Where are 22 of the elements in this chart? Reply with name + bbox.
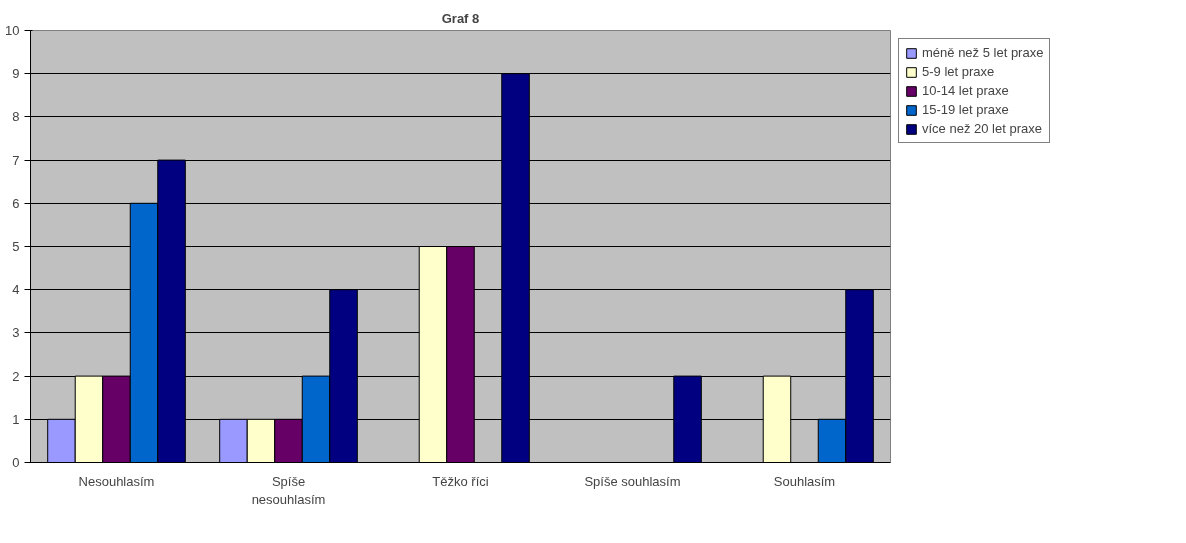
y-tick-label: 1 xyxy=(12,411,20,427)
legend-label: méně než 5 let praxe xyxy=(922,45,1044,60)
x-tick-label: Nesouhlasím xyxy=(78,473,155,489)
chart-title: Graf 8 xyxy=(441,10,480,26)
legend-label: 10-14 let praxe xyxy=(922,83,1009,98)
x-tick-label: Spíše nesouhlasím xyxy=(251,473,326,507)
legend-label: 15-19 let praxe xyxy=(922,102,1009,117)
x-tick-label: Těžko říci xyxy=(432,473,489,489)
y-tick-label: 6 xyxy=(12,195,20,211)
y-tick-label: 3 xyxy=(12,325,20,341)
y-tick-label: 7 xyxy=(12,152,20,168)
y-tick-label: 10 xyxy=(5,23,20,38)
x-tick-label: Spíše souhlasím xyxy=(584,473,681,489)
y-tick-label: 0 xyxy=(12,455,20,470)
y-tick-label: 2 xyxy=(12,368,20,384)
y-tick-label: 4 xyxy=(12,282,20,298)
legend-label: 5-9 let praxe xyxy=(922,64,995,79)
y-tick-label: 5 xyxy=(12,239,20,254)
y-tick-label: 8 xyxy=(12,109,20,125)
x-tick-label: Souhlasím xyxy=(773,473,836,489)
y-tick-label: 9 xyxy=(12,66,20,82)
legend-label: více než 20 let praxe xyxy=(922,121,1042,136)
